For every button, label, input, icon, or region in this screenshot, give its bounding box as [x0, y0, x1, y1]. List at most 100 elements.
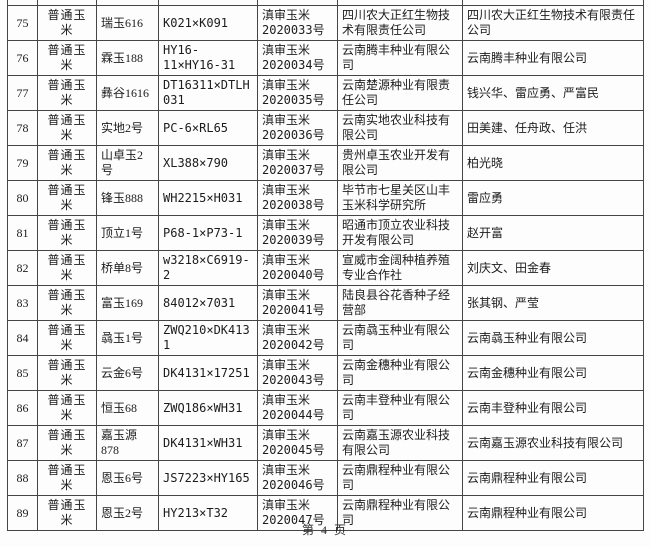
cell-serial-number: 86 — [7, 390, 38, 426]
cell-parent-combination: XL388×790 — [158, 145, 258, 181]
cell-serial-number: 89 — [7, 495, 38, 531]
cell-breeder: 田美建、任舟政、任洪 — [462, 110, 644, 146]
cell-serial-number: 87 — [7, 425, 38, 461]
cell-approval-number: 滇审玉米2020036号 — [257, 110, 338, 146]
cell-serial-number: 84 — [7, 320, 38, 356]
cell-approval-number: 滇审玉米2020046号 — [257, 460, 338, 496]
cell-approval-number: 滇审玉米2020044号 — [257, 390, 338, 426]
cell-approval-number: 滇审玉米2020043号 — [257, 355, 338, 391]
cell-parent-combination: DT16311×DTLH031 — [158, 75, 258, 111]
cell-crop-type: 普通玉米 — [37, 355, 97, 391]
cell-variety-name: 山卓玉2号 — [96, 145, 159, 181]
cell-crop-type: 普通玉米 — [37, 390, 97, 426]
cell-variety-name: 瑞玉616 — [96, 5, 159, 41]
cell-variety-name: 恒玉68 — [96, 390, 159, 426]
cell-parent-combination: DK4131×17251 — [158, 355, 258, 391]
cell-breeder: 刘庆文、田金春 — [462, 250, 644, 286]
cell-applicant-company: 宣威市金阔种植养殖专业合作社 — [337, 250, 463, 286]
table-row: 77 普通玉米 彝谷1616 DT16311×DTLH031 滇审玉米20200… — [7, 75, 644, 111]
cell-variety-name: 顶立1号 — [96, 215, 159, 251]
cell-breeder: 钱兴华、雷应勇、严富民 — [462, 75, 644, 111]
cell-applicant-company: 云南嘉玉源农业科技有限公司 — [337, 425, 463, 461]
table-row: 83 普通玉米 富玉169 84012×7031 滇审玉米2020041号 陆良… — [7, 285, 644, 321]
cell-variety-name: 彝谷1616 — [96, 75, 159, 111]
cell-crop-type: 普通玉米 — [37, 425, 97, 461]
variety-approval-table-body: 75 普通玉米 瑞玉616 K021×K091 滇审玉米2020033号 四川农… — [7, 0, 644, 531]
cell-variety-name: 富玉169 — [96, 285, 159, 321]
cell-parent-combination: WH2215×H031 — [158, 180, 258, 216]
cell-applicant-company: 云南丰登种业有限公司 — [337, 390, 463, 426]
table-row: 86 普通玉米 恒玉68 ZWQ186×WH31 滇审玉米2020044号 云南… — [7, 390, 644, 426]
cell-parent-combination: DK4131×WH31 — [158, 425, 258, 461]
cell-approval-number: 滇审玉米2020033号 — [257, 5, 338, 41]
cell-serial-number: 81 — [7, 215, 38, 251]
cell-parent-combination: JS7223×HY165 — [158, 460, 258, 496]
cell-breeder: 云南腾丰种业有限公司 — [462, 40, 644, 76]
cell-parent-combination: ZWQ186×WH31 — [158, 390, 258, 426]
cell-crop-type: 普通玉米 — [37, 75, 97, 111]
cell-crop-type: 普通玉米 — [37, 495, 97, 531]
cell-crop-type: 普通玉米 — [37, 285, 97, 321]
cell-breeder: 云南丰登种业有限公司 — [462, 390, 644, 426]
cell-applicant-company: 昭通市顶立农业科技开发有限公司 — [337, 215, 463, 251]
cell-crop-type: 普通玉米 — [37, 110, 97, 146]
cell-approval-number: 滇审玉米2020045号 — [257, 425, 338, 461]
table-row: 79 普通玉米 山卓玉2号 XL388×790 滇审玉米2020037号 贵州卓… — [7, 145, 644, 181]
cell-serial-number: 78 — [7, 110, 38, 146]
cell-crop-type: 普通玉米 — [37, 5, 97, 41]
cell-serial-number: 76 — [7, 40, 38, 76]
cell-serial-number: 79 — [7, 145, 38, 181]
cell-crop-type: 普通玉米 — [37, 40, 97, 76]
cell-variety-name: 嘉玉源878 — [96, 425, 159, 461]
table-row: 89 普通玉米 恩玉2号 HY213×T32 滇审玉米2020047号 云南鼎程… — [7, 495, 644, 531]
cell-variety-name: 实地2号 — [96, 110, 159, 146]
cell-applicant-company: 四川农大正红生物技术有限责任公司 — [337, 5, 463, 41]
table-row: 81 普通玉米 顶立1号 P68-1×P73-1 滇审玉米2020039号 昭通… — [7, 215, 644, 251]
cell-applicant-company: 云南鼎程种业有限公司 — [337, 495, 463, 531]
cell-applicant-company: 陆良县谷花香种子经营部 — [337, 285, 463, 321]
cell-applicant-company: 云南鼎程种业有限公司 — [337, 460, 463, 496]
cell-applicant-company: 云南腾丰种业有限公司 — [337, 40, 463, 76]
cell-parent-combination: w3218×C6919-2 — [158, 250, 258, 286]
table-row: 78 普通玉米 实地2号 PC-6×RL65 滇审玉米2020036号 云南实地… — [7, 110, 644, 146]
cell-variety-name: 锋玉888 — [96, 180, 159, 216]
cell-applicant-company: 云南实地农业科技有限公司 — [337, 110, 463, 146]
table-row: 76 普通玉米 霖玉188 HY16-11×HY16-31 滇审玉米202003… — [7, 40, 644, 76]
cell-parent-combination: ZWQ210×DK4131 — [158, 320, 258, 356]
cell-breeder: 雷应勇 — [462, 180, 644, 216]
cell-serial-number: 82 — [7, 250, 38, 286]
cell-parent-combination: K021×K091 — [158, 5, 258, 41]
cell-approval-number: 滇审玉米2020037号 — [257, 145, 338, 181]
cell-approval-number: 滇审玉米2020038号 — [257, 180, 338, 216]
cell-variety-name: 骉玉1号 — [96, 320, 159, 356]
cell-breeder: 张其钢、严莹 — [462, 285, 644, 321]
cell-approval-number: 滇审玉米2020035号 — [257, 75, 338, 111]
cell-approval-number: 滇审玉米2020047号 — [257, 495, 338, 531]
cell-serial-number: 77 — [7, 75, 38, 111]
cell-breeder: 云南骉玉种业有限公司 — [462, 320, 644, 356]
cell-breeder: 云南金穗种业有限公司 — [462, 355, 644, 391]
cutoff-row — [7, 0, 644, 6]
table-row: 88 普通玉米 恩玉6号 JS7223×HY165 滇审玉米2020046号 云… — [7, 460, 644, 496]
table-row: 82 普通玉米 桥单8号 w3218×C6919-2 滇审玉米2020040号 … — [7, 250, 644, 286]
cell-parent-combination: 84012×7031 — [158, 285, 258, 321]
cell-crop-type: 普通玉米 — [37, 215, 97, 251]
table-row: 87 普通玉米 嘉玉源878 DK4131×WH31 滇审玉米2020045号 … — [7, 425, 644, 461]
table-row: 85 普通玉米 云金6号 DK4131×17251 滇审玉米2020043号 云… — [7, 355, 644, 391]
cell-parent-combination: HY16-11×HY16-31 — [158, 40, 258, 76]
cell-breeder: 云南鼎程种业有限公司 — [462, 460, 644, 496]
variety-approval-table: 75 普通玉米 瑞玉616 K021×K091 滇审玉米2020033号 四川农… — [7, 0, 644, 531]
cell-serial-number: 75 — [7, 5, 38, 41]
cell-breeder: 四川农大正红生物技术有限责任公司 — [462, 5, 644, 41]
cell-parent-combination: P68-1×P73-1 — [158, 215, 258, 251]
cell-serial-number: 80 — [7, 180, 38, 216]
cell-crop-type: 普通玉米 — [37, 145, 97, 181]
cell-applicant-company: 云南金穗种业有限公司 — [337, 355, 463, 391]
table-row: 75 普通玉米 瑞玉616 K021×K091 滇审玉米2020033号 四川农… — [7, 5, 644, 41]
cell-crop-type: 普通玉米 — [37, 250, 97, 286]
cell-approval-number: 滇审玉米2020039号 — [257, 215, 338, 251]
cell-applicant-company: 贵州卓玉农业开发有限公司 — [337, 145, 463, 181]
cell-breeder: 云南嘉玉源农业科技有限公司 — [462, 425, 644, 461]
cell-crop-type: 普通玉米 — [37, 460, 97, 496]
